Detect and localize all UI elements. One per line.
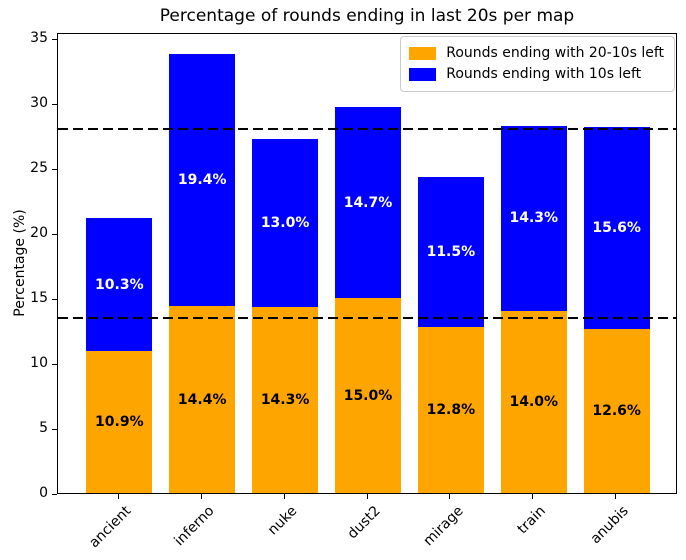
y-tick: [52, 168, 57, 170]
x-tick: [200, 494, 202, 499]
legend: Rounds ending with 20-10s left Rounds en…: [400, 36, 675, 92]
bar-segment-nuke: [251, 307, 319, 493]
legend-item: Rounds ending with 10s left: [409, 64, 664, 85]
bar-segment-mirage: [417, 177, 485, 327]
legend-item: Rounds ending with 20-10s left: [409, 43, 664, 64]
reference-line: [58, 128, 676, 131]
bar-segment-inferno: [169, 54, 236, 307]
y-tick-label: 35: [30, 30, 48, 47]
x-tick: [449, 494, 451, 499]
y-tick-label: 0: [39, 485, 48, 501]
x-tick-label-ancient: ancient: [86, 503, 135, 552]
y-tick: [52, 363, 57, 365]
reference-line: [58, 316, 676, 319]
bar-segment-nuke: [251, 138, 319, 308]
bar-segment-anubis: [583, 126, 650, 330]
bar-segment-ancient: [86, 351, 153, 493]
x-tick: [615, 494, 617, 499]
y-tick: [52, 493, 57, 495]
y-tick-label: 25: [30, 160, 48, 177]
chart-title: Percentage of rounds ending in last 20s …: [159, 6, 575, 26]
legend-swatch-orange: [409, 47, 437, 60]
bar-segment-dust2: [334, 298, 402, 493]
bar-segment-dust2: [334, 107, 402, 299]
x-tick-label-dust2: dust2: [344, 503, 384, 543]
x-tick: [532, 494, 534, 499]
legend-swatch-blue: [409, 68, 437, 81]
y-tick-label: 30: [30, 95, 48, 112]
x-tick: [283, 494, 285, 499]
x-tick-label-anubis: anubis: [587, 503, 632, 548]
y-tick-label: 10: [30, 355, 48, 372]
bar-segment-mirage: [417, 326, 485, 493]
y-tick: [52, 38, 57, 40]
legend-label: Rounds ending with 10s left: [446, 66, 642, 82]
y-tick: [52, 428, 57, 430]
y-tick-label: 15: [30, 290, 48, 307]
y-tick: [52, 298, 57, 300]
x-tick-label-nuke: nuke: [265, 503, 301, 539]
y-tick: [52, 103, 57, 105]
x-tick: [366, 494, 368, 499]
bar-segment-train: [500, 125, 567, 312]
plot-area: Rounds ending with 20-10s left Rounds en…: [57, 33, 677, 494]
x-tick-label-mirage: mirage: [419, 503, 467, 550]
x-tick: [117, 494, 119, 499]
y-tick-label: 20: [30, 225, 48, 242]
y-tick: [52, 233, 57, 235]
bar-segment-anubis: [583, 329, 650, 493]
bar-segment-ancient: [86, 217, 153, 352]
x-tick-label-inferno: inferno: [171, 503, 218, 550]
y-tick-label: 5: [39, 420, 48, 437]
legend-label: Rounds ending with 20-10s left: [446, 45, 664, 61]
x-tick-label-train: train: [514, 503, 550, 538]
bar-segment-inferno: [169, 306, 236, 493]
bar-segment-train: [500, 311, 567, 493]
